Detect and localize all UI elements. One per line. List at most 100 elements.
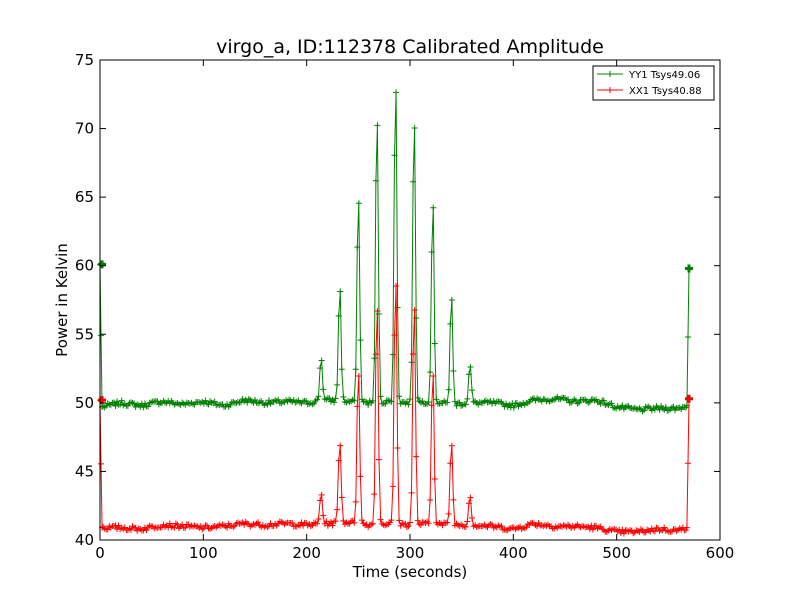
data-point-marker (467, 364, 474, 371)
data-point-marker (407, 396, 413, 403)
data-point-marker (351, 397, 358, 404)
data-point-marker (118, 397, 125, 404)
data-point-marker (244, 399, 251, 406)
x-tick-label: 300 (396, 544, 425, 562)
data-point-marker (608, 400, 615, 407)
data-point-marker (331, 399, 338, 406)
data-point-marker (329, 522, 336, 529)
data-point-marker (314, 396, 320, 403)
data-point-marker (448, 297, 455, 304)
data-point-marker (589, 526, 596, 533)
data-point-marker (408, 489, 415, 496)
data-point-marker (388, 517, 395, 524)
data-point-marker (450, 496, 457, 503)
series-2 (97, 283, 693, 537)
data-point-marker (323, 518, 330, 525)
data-point-marker (354, 244, 361, 251)
data-point-marker (326, 395, 333, 402)
data-point-marker (447, 320, 454, 327)
data-point-marker (327, 519, 334, 526)
data-point-marker (376, 456, 382, 463)
data-point-marker (462, 523, 469, 530)
data-point-marker (445, 386, 452, 393)
data-point-marker (205, 401, 212, 408)
data-point-marker (355, 200, 362, 207)
y-tick-label: 60 (75, 257, 94, 275)
data-point-marker (371, 491, 378, 498)
data-point-marker (393, 89, 400, 96)
x-axis-label: Time (seconds) (352, 563, 468, 581)
data-point-marker (202, 397, 209, 404)
data-point-marker (357, 473, 364, 480)
data-point-marker (620, 530, 627, 537)
data-point-marker (662, 404, 669, 411)
data-point-marker (110, 399, 117, 406)
y-tick-label: 65 (75, 188, 94, 206)
data-point-marker (317, 497, 324, 504)
data-point-marker (115, 522, 122, 529)
data-point-marker (469, 387, 475, 394)
data-point-marker (358, 517, 365, 524)
legend-label: YY1 Tsys49.06 (628, 70, 700, 81)
legend: YY1 Tsys49.06 XX1 Tsys40.88 (592, 65, 715, 101)
data-point-marker (377, 516, 384, 523)
data-point-marker (369, 397, 376, 404)
data-point-marker (382, 400, 389, 407)
data-point-marker (238, 399, 245, 406)
data-point-marker (303, 398, 310, 405)
data-point-marker (641, 407, 648, 414)
data-point-marker (430, 373, 437, 380)
data-point-marker (427, 369, 434, 376)
data-point-marker (337, 288, 344, 295)
data-point-marker (498, 522, 505, 529)
data-point-marker (104, 526, 111, 533)
data-point-marker (372, 351, 379, 358)
data-point-marker (408, 359, 415, 366)
data-point-marker (338, 494, 345, 501)
data-point-marker (98, 332, 105, 339)
data-point-marker (402, 520, 409, 527)
data-point-marker (513, 399, 520, 406)
data-point-marker (619, 526, 626, 533)
data-point-marker (467, 494, 474, 501)
data-point-marker (405, 523, 412, 530)
data-point-marker (391, 332, 398, 339)
data-point-marker (357, 337, 364, 344)
data-point-marker (317, 365, 324, 372)
data-point-marker (211, 398, 218, 405)
data-point-marker (410, 178, 417, 185)
data-point-marker (431, 340, 438, 347)
data-point-marker (414, 517, 421, 524)
legend-label: XX1 Tsys40.88 (629, 86, 702, 97)
data-point-marker (132, 524, 139, 531)
data-point-marker (419, 398, 426, 405)
data-point-marker (320, 512, 327, 519)
data-point-marker (683, 524, 690, 531)
data-point-marker (182, 524, 189, 531)
data-point-marker (98, 460, 105, 467)
y-tick-label: 70 (75, 120, 94, 138)
data-point-marker (264, 401, 271, 408)
data-point-marker (318, 357, 325, 364)
data-point-marker (334, 506, 341, 513)
data-point-marker (684, 460, 691, 467)
end-marker (685, 394, 693, 403)
axes-layer: 0 100 200 300 400 500 600 40 45 50 55 60 65 70 75 (75, 51, 734, 562)
data-point-marker (354, 403, 361, 410)
data-point-marker (407, 519, 413, 526)
data-point-marker (433, 396, 440, 403)
data-point-marker (128, 526, 134, 533)
data-point-marker (600, 397, 607, 404)
data-point-marker (389, 351, 396, 358)
series-layer (97, 89, 693, 537)
data-point-marker (428, 249, 435, 256)
y-tick-label: 75 (75, 51, 94, 69)
data-point-marker (393, 283, 400, 290)
series-1 (97, 89, 693, 415)
data-point-marker (450, 368, 457, 375)
data-point-marker (503, 400, 510, 407)
y-tick-label: 40 (75, 531, 94, 549)
data-point-marker (315, 393, 322, 400)
data-point-marker (255, 519, 262, 526)
x-tick-label: 400 (499, 544, 528, 562)
